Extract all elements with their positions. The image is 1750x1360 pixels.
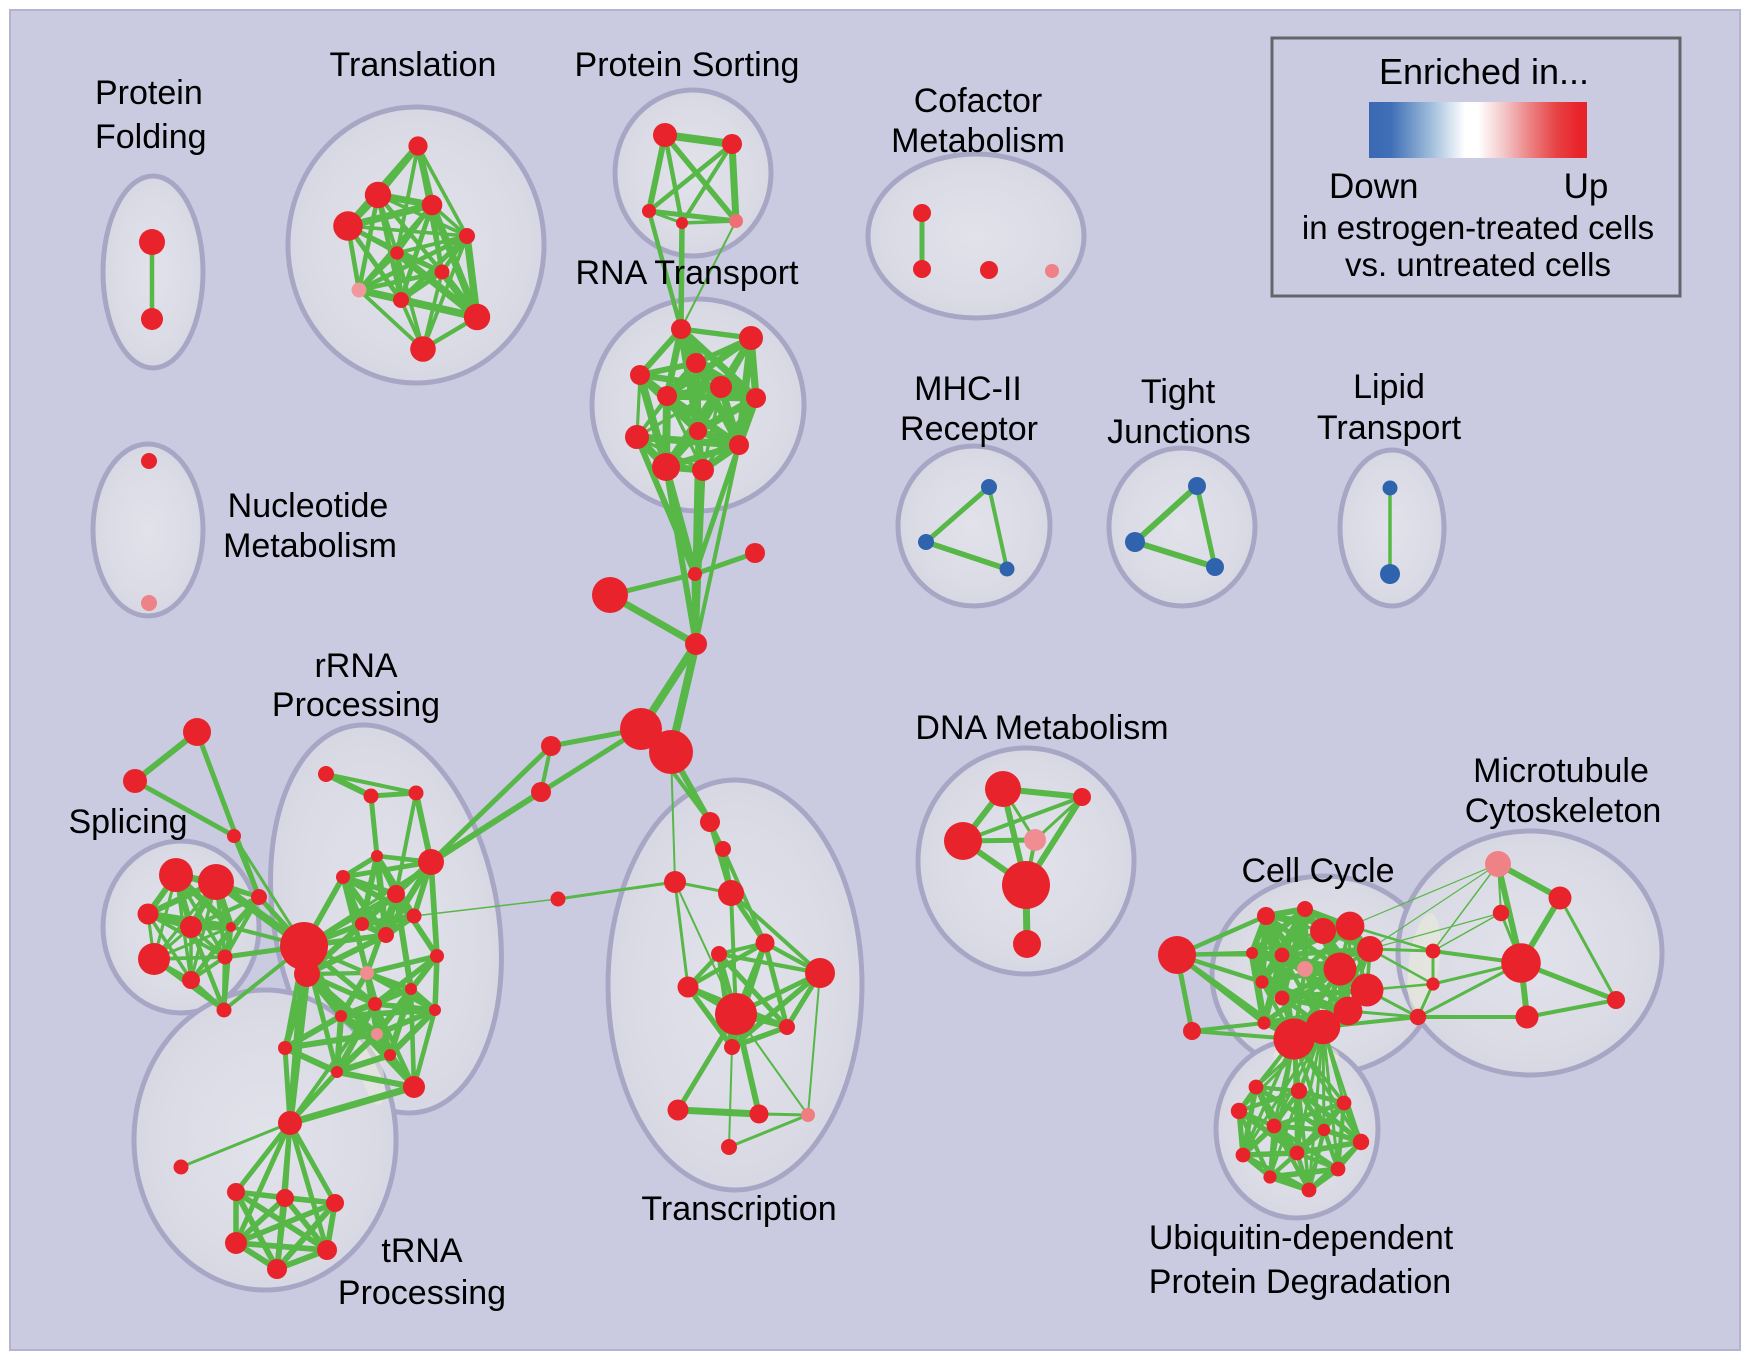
svg-text:Transcription: Transcription xyxy=(641,1190,836,1228)
svg-text:Ubiquitin-dependent: Ubiquitin-dependent xyxy=(1149,1219,1454,1257)
svg-text:Translation: Translation xyxy=(330,46,497,84)
svg-text:Tight: Tight xyxy=(1141,373,1216,411)
svg-text:Lipid: Lipid xyxy=(1353,368,1425,406)
svg-text:Splicing: Splicing xyxy=(68,803,187,841)
svg-text:DNA Metabolism: DNA Metabolism xyxy=(915,709,1168,747)
svg-text:Metabolism: Metabolism xyxy=(223,527,397,565)
svg-text:MHC-II: MHC-II xyxy=(914,370,1022,408)
svg-text:Cofactor: Cofactor xyxy=(914,82,1043,120)
svg-text:in estrogen-treated cells: in estrogen-treated cells xyxy=(1302,209,1654,246)
svg-text:Folding: Folding xyxy=(95,118,207,156)
svg-text:Processing: Processing xyxy=(272,686,440,724)
svg-text:rRNA: rRNA xyxy=(314,647,397,685)
svg-text:Nucleotide: Nucleotide xyxy=(228,487,389,525)
svg-text:tRNA: tRNA xyxy=(381,1232,463,1270)
svg-text:Protein Sorting: Protein Sorting xyxy=(575,46,800,84)
svg-text:Processing: Processing xyxy=(338,1274,506,1312)
svg-text:Protein: Protein xyxy=(95,74,203,112)
svg-text:Junctions: Junctions xyxy=(1107,413,1251,451)
svg-text:Cytoskeleton: Cytoskeleton xyxy=(1465,792,1662,830)
svg-text:Protein Degradation: Protein Degradation xyxy=(1149,1263,1451,1301)
svg-text:Down: Down xyxy=(1329,167,1418,206)
svg-text:Enriched in...: Enriched in... xyxy=(1379,51,1589,92)
svg-text:Metabolism: Metabolism xyxy=(891,122,1065,160)
svg-text:Up: Up xyxy=(1564,167,1609,206)
svg-text:RNA Transport: RNA Transport xyxy=(576,254,800,292)
svg-text:Receptor: Receptor xyxy=(900,410,1038,448)
svg-text:Cell Cycle: Cell Cycle xyxy=(1241,852,1394,890)
svg-text:Microtubule: Microtubule xyxy=(1473,752,1649,790)
svg-text:Transport: Transport xyxy=(1317,409,1462,447)
svg-text:vs. untreated cells: vs. untreated cells xyxy=(1345,246,1611,283)
